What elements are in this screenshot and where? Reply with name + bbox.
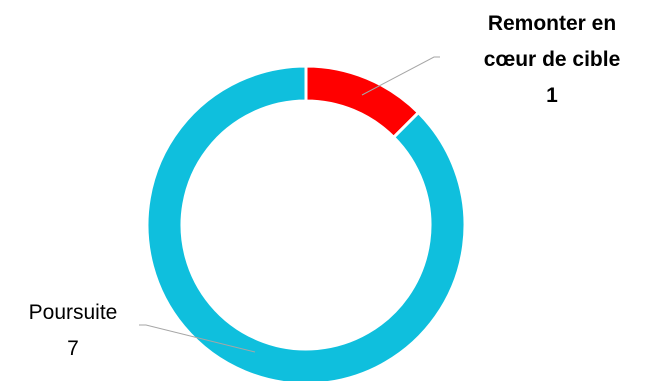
data-label-remonter-line1: Remonter en xyxy=(488,12,616,35)
data-label-poursuite-value: 7 xyxy=(67,337,79,360)
data-labels: Remonter en cœur de cible 1 Poursuite 7 xyxy=(29,12,621,360)
slice-poursuite xyxy=(145,64,467,381)
donut-slices xyxy=(145,64,467,381)
leader-line-poursuite xyxy=(139,324,256,353)
leader-lines xyxy=(139,56,440,353)
data-label-remonter-value: 1 xyxy=(546,84,558,107)
data-label-remonter-line2: cœur de cible xyxy=(484,48,621,71)
leader-line-remonter xyxy=(361,56,440,96)
data-label-poursuite-name: Poursuite xyxy=(29,301,118,324)
slice-remonter xyxy=(304,64,421,140)
